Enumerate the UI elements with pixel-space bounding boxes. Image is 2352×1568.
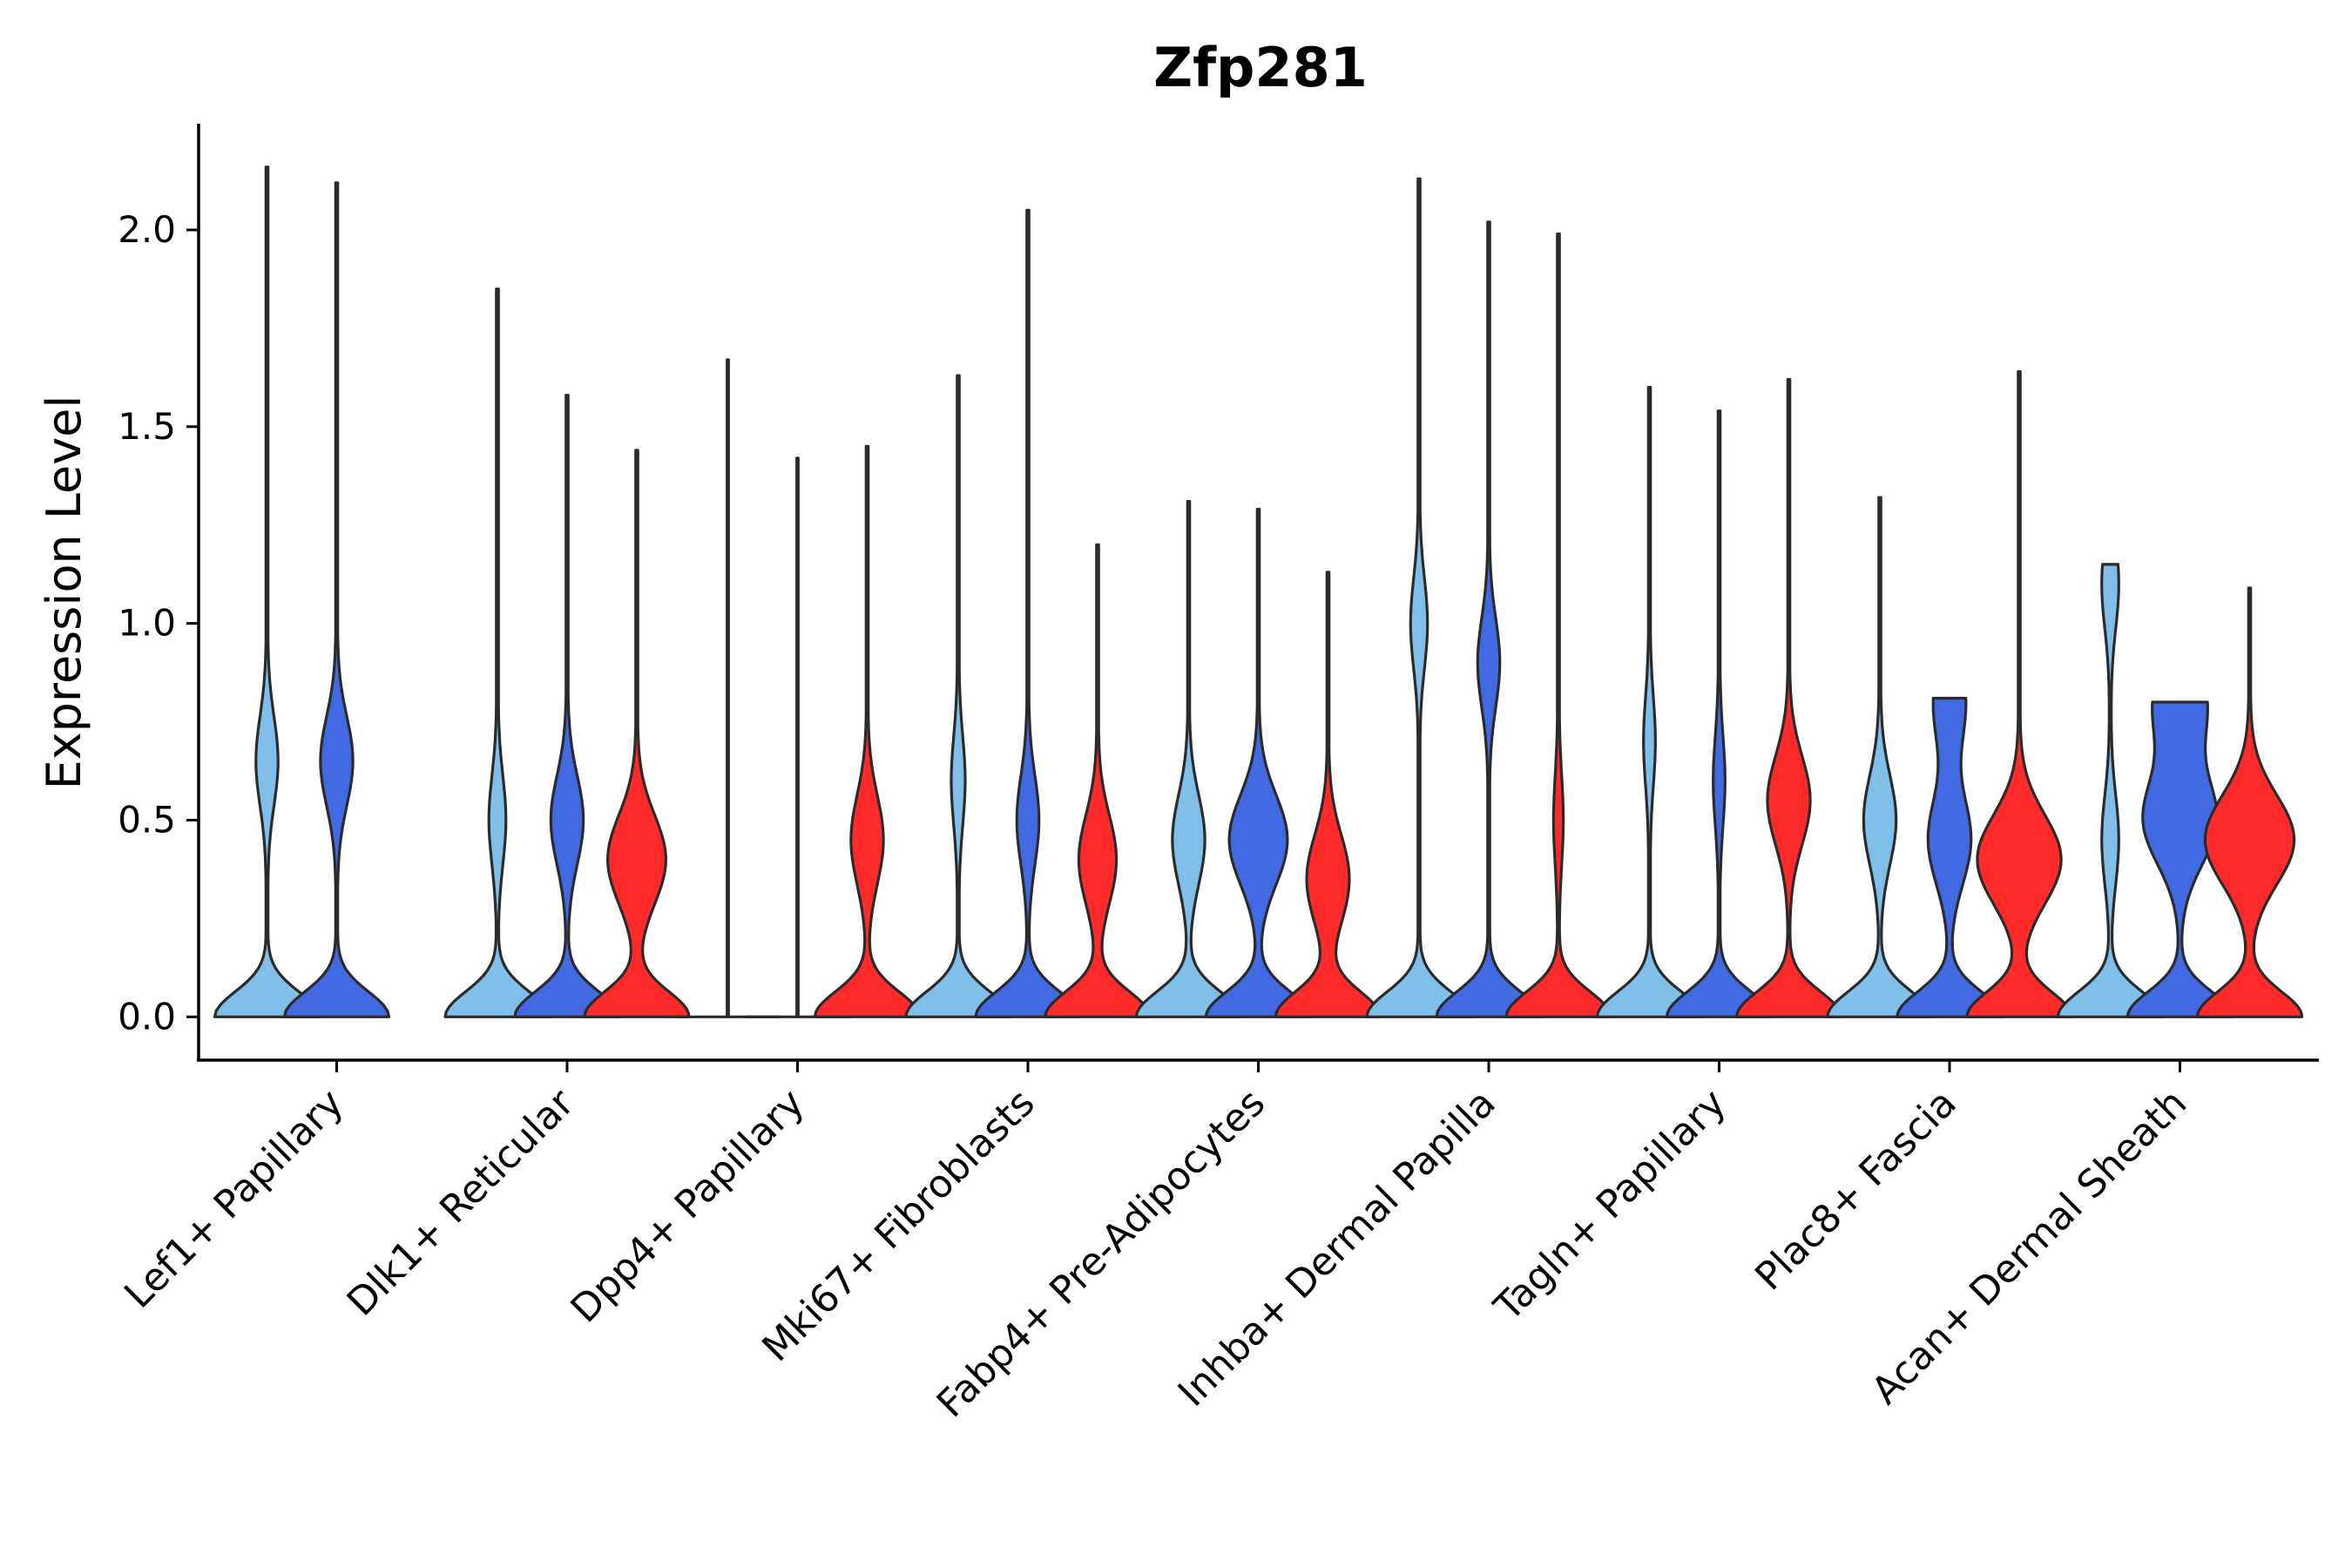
violin-condition-3 bbox=[583, 449, 691, 1018]
violin-condition-2 bbox=[1896, 696, 2004, 1018]
violin-condition-3 bbox=[1734, 378, 1843, 1018]
violin-condition-1 bbox=[673, 358, 782, 1018]
violin-condition-2 bbox=[1665, 409, 1774, 1018]
x-tick-label: Dlk1+ Reticular bbox=[339, 1080, 584, 1325]
violin-condition-2 bbox=[513, 394, 621, 1018]
violin-condition-3 bbox=[813, 444, 922, 1018]
violin-condition-3 bbox=[1965, 370, 2073, 1018]
violin-condition-2 bbox=[2126, 700, 2234, 1018]
y-tick-label: 0.0 bbox=[118, 995, 176, 1037]
violin-condition-3 bbox=[1044, 543, 1152, 1018]
y-tick-label: 1.0 bbox=[118, 602, 176, 645]
violin-condition-1 bbox=[1595, 386, 1704, 1018]
x-tick-label: Lef1+ Papillary bbox=[116, 1081, 352, 1317]
violin-group bbox=[213, 166, 2304, 1018]
chart-title: Zfp281 bbox=[1153, 36, 1368, 99]
y-axis-ticks: 0.0 0.5 1.0 1.5 2.0 bbox=[118, 208, 199, 1037]
x-tick-label: Dpp4+ Papillary bbox=[563, 1081, 814, 1332]
y-tick-label: 1.5 bbox=[118, 405, 176, 448]
violin-condition-1 bbox=[443, 287, 551, 1018]
violin-condition-3 bbox=[1274, 571, 1382, 1018]
violin-condition-2 bbox=[282, 181, 391, 1018]
violin-condition-2 bbox=[1204, 508, 1313, 1018]
y-tick-label: 2.0 bbox=[118, 208, 176, 251]
y-tick-label: 0.5 bbox=[118, 798, 176, 841]
y-axis-label: Expression Level bbox=[37, 395, 91, 790]
violin-condition-1 bbox=[1134, 500, 1243, 1018]
x-tick-label: Plac8+ Fascia bbox=[1747, 1081, 1965, 1300]
violin-condition-2 bbox=[1435, 220, 1543, 1018]
violin-condition-2 bbox=[743, 456, 852, 1018]
violin-condition-3 bbox=[1504, 232, 1612, 1018]
violin-condition-3 bbox=[2195, 586, 2304, 1018]
violin-condition-1 bbox=[904, 374, 1012, 1018]
violin-condition-1 bbox=[213, 166, 321, 1018]
x-tick-label: Tagln+ Papillary bbox=[1485, 1081, 1734, 1330]
violin-condition-1 bbox=[2056, 563, 2165, 1018]
violin-condition-1 bbox=[1826, 496, 1934, 1018]
violin-condition-2 bbox=[974, 208, 1082, 1018]
violin-condition-1 bbox=[1365, 177, 1473, 1018]
